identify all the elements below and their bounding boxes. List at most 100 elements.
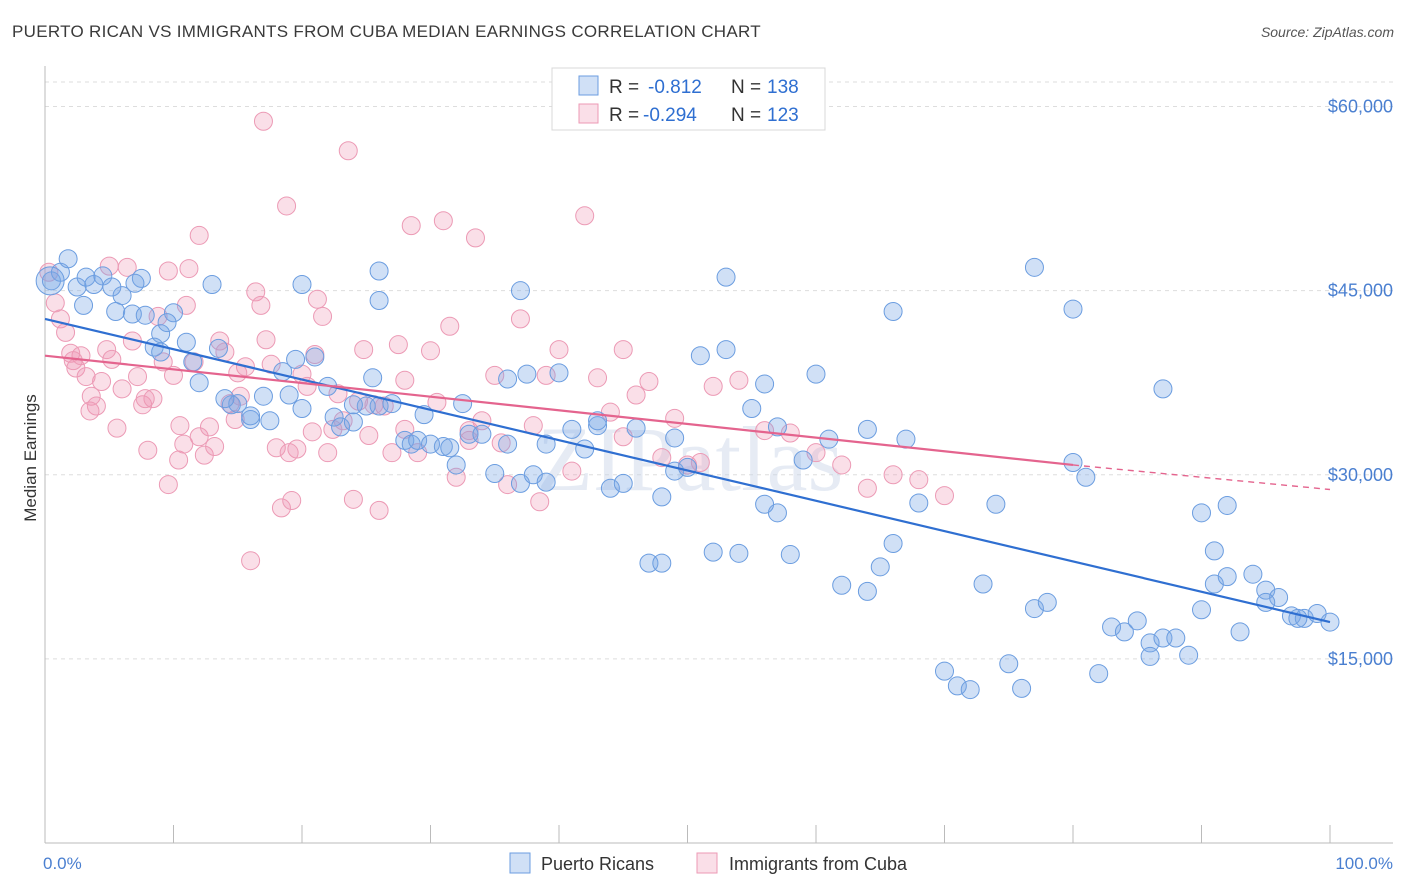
data-point-puerto-rican: [305, 347, 325, 367]
legend-r-label: R =: [609, 77, 639, 98]
data-point-puerto-rican: [562, 419, 582, 439]
data-point-cuba: [97, 340, 117, 360]
data-point-puerto-rican: [755, 374, 775, 394]
data-point-cuba: [138, 440, 158, 460]
data-point-puerto-rican: [1140, 633, 1160, 653]
legend-n-value: 123: [767, 105, 799, 126]
data-point-cuba: [665, 408, 685, 428]
data-point-puerto-rican: [999, 654, 1019, 674]
data-point-puerto-rican: [1153, 379, 1173, 399]
source-label: Source: ZipAtlas.com: [1260, 24, 1394, 40]
data-point-puerto-rican: [716, 267, 736, 287]
data-point-puerto-rican: [241, 406, 261, 426]
trend-line-cuba: [44, 354, 1074, 467]
legend-swatch-puerto-ricans: [509, 852, 531, 874]
data-point-cuba: [307, 289, 327, 309]
data-point-cuba: [703, 376, 723, 396]
data-point-cuba: [613, 340, 633, 360]
data-point-puerto-rican: [742, 398, 762, 418]
data-point-puerto-rican: [131, 268, 151, 288]
data-point-puerto-rican: [588, 416, 608, 436]
data-point-cuba: [143, 389, 163, 409]
data-point-puerto-rican: [1114, 622, 1134, 642]
data-point-cuba: [588, 368, 608, 388]
data-point-cuba: [179, 259, 199, 279]
data-point-puerto-rican: [260, 411, 280, 431]
data-point-puerto-rican: [1179, 645, 1199, 665]
data-point-cuba: [729, 370, 749, 390]
data-point-puerto-rican: [1012, 678, 1032, 698]
data-point-puerto-rican: [324, 407, 344, 427]
data-point-puerto-rican: [600, 478, 620, 498]
legend-swatch-immigrants-from-cuba: [696, 852, 718, 874]
data-point-puerto-rican: [292, 398, 312, 418]
data-point-puerto-rican: [665, 428, 685, 448]
data-point-puerto-rican: [292, 275, 312, 295]
data-point-puerto-rican: [703, 542, 723, 562]
data-point-puerto-rican: [1063, 453, 1083, 472]
data-point-puerto-rican: [58, 249, 78, 269]
stats-legend: R = -0.812 N = 138 R = -0.294 N = 123: [551, 67, 826, 131]
data-point-puerto-rican: [498, 369, 518, 389]
data-point-puerto-rican: [613, 473, 633, 493]
data-point-puerto-rican: [228, 394, 248, 414]
data-point-cuba: [107, 418, 127, 438]
data-point-cuba: [158, 475, 178, 495]
data-point-puerto-rican: [793, 450, 813, 470]
y-tick-labels: $15,000 $30,000 $45,000 $60,000: [1328, 97, 1393, 669]
data-point-puerto-rican: [1192, 600, 1211, 620]
data-point-cuba: [45, 293, 65, 313]
data-point-puerto-rican: [1217, 567, 1237, 587]
data-point-cuba: [277, 196, 297, 216]
data-point-puerto-rican: [215, 389, 235, 409]
data-point-cuba: [251, 295, 271, 315]
data-point-puerto-rican: [690, 346, 710, 366]
data-point-cuba: [99, 256, 119, 276]
legend-r-value: -0.294: [643, 105, 697, 126]
data-point-puerto-rican: [125, 273, 145, 293]
data-point-cuba: [459, 430, 479, 450]
data-point-puerto-rican: [973, 574, 993, 594]
data-point-cuba: [883, 465, 903, 485]
data-point-cuba: [421, 341, 440, 361]
trend-line-cuba-extension: [1072, 464, 1331, 491]
data-point-puerto-rican: [1102, 617, 1122, 637]
axes: [44, 66, 1393, 844]
data-point-cuba: [279, 443, 299, 463]
data-point-puerto-rican: [832, 575, 852, 595]
data-point-puerto-rican: [408, 430, 428, 450]
data-point-puerto-rican: [536, 472, 556, 492]
data-point-puerto-rican: [433, 437, 453, 457]
data-point-puerto-rican: [401, 434, 421, 454]
data-point-puerto-rican: [626, 418, 646, 438]
data-point-puerto-rican: [208, 338, 228, 358]
data-point-cuba: [510, 309, 530, 329]
data-point-cuba: [205, 437, 225, 457]
data-point-puerto-rican: [453, 394, 473, 414]
legend-r-value: -0.812: [648, 77, 702, 98]
data-point-puerto-rican: [343, 395, 363, 415]
data-point-cuba: [241, 551, 261, 571]
data-point-puerto-rican: [279, 385, 299, 405]
data-point-puerto-rican: [1024, 599, 1044, 619]
data-point-cuba: [169, 450, 189, 470]
data-point-cuba: [354, 340, 374, 360]
data-point-puerto-rican: [536, 434, 556, 454]
data-point-puerto-rican: [363, 368, 383, 388]
series-legend: Puerto Ricans Immigrants from Cuba: [509, 852, 908, 874]
data-point-cuba: [388, 335, 408, 355]
data-point-puerto-rican: [575, 439, 595, 459]
legend-swatch-pink: [578, 103, 599, 124]
y-tick-label: $60,000: [1328, 97, 1393, 117]
data-point-cuba: [343, 489, 363, 509]
data-point-puerto-rican: [652, 553, 672, 573]
data-point-cuba: [530, 492, 550, 512]
data-point-puerto-rican: [1024, 257, 1044, 277]
data-point-puerto-rican: [472, 424, 492, 444]
data-point-cuba: [491, 433, 511, 453]
data-point-puerto-rican: [382, 394, 402, 414]
x-tick-label-start: 0.0%: [43, 854, 82, 873]
data-point-puerto-rican: [857, 581, 877, 601]
data-point-puerto-rican: [716, 340, 736, 360]
